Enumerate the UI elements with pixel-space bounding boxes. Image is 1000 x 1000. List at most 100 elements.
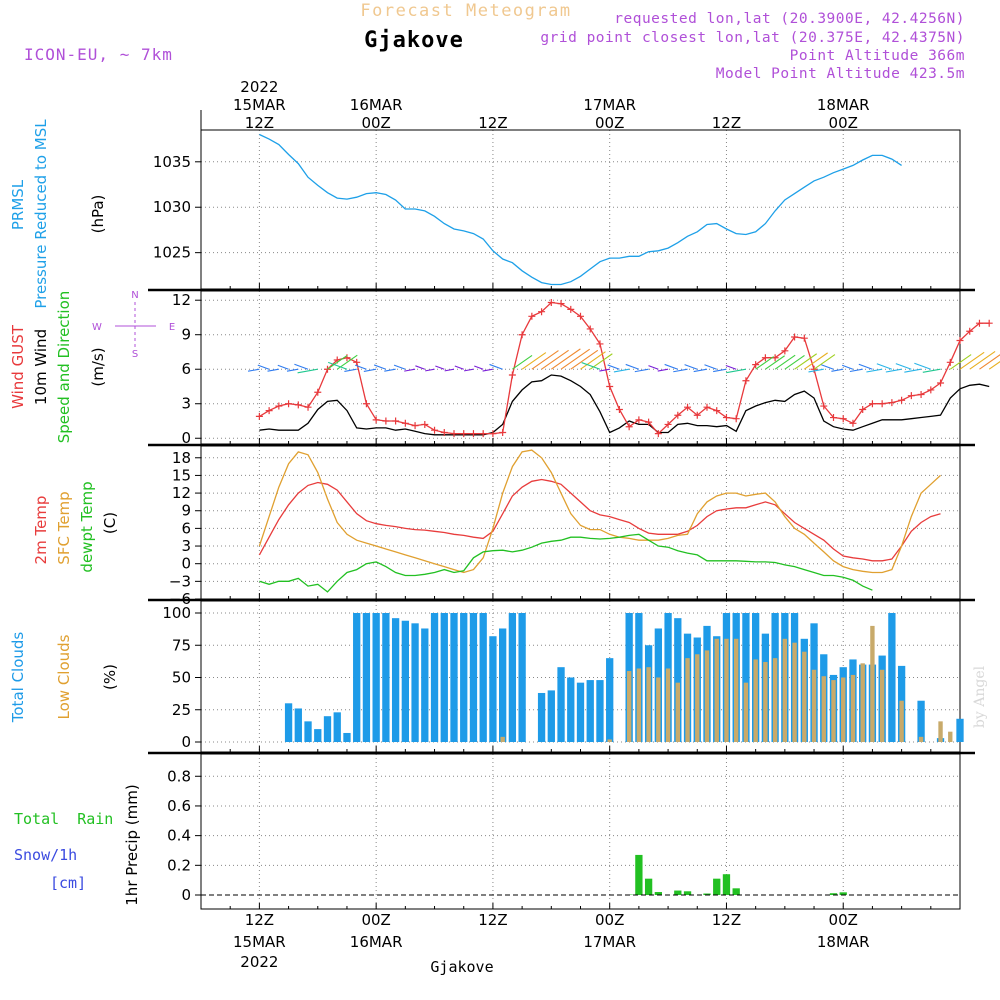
bottom-time-label: 12Z (712, 911, 741, 929)
total-cloud-bar (557, 667, 565, 742)
gust-marker (674, 411, 682, 419)
wind-direction-arrow (704, 364, 717, 370)
gust-marker (713, 407, 721, 415)
gust-marker (898, 396, 906, 404)
gust-marker (450, 430, 458, 438)
gust-marker (304, 403, 312, 411)
gust-marker (577, 312, 584, 320)
wind-direction-arrow (570, 349, 599, 370)
rain-bar (713, 878, 721, 895)
ytick-label: 15 (172, 466, 191, 484)
low-cloud-bar (636, 668, 642, 742)
rain-bar (644, 878, 653, 895)
low-cloud-bar (802, 651, 807, 742)
ytick-label: 9 (181, 326, 191, 344)
wind-direction-arrow (794, 353, 818, 370)
low-cloud-bar (879, 669, 885, 742)
rain-bar (703, 893, 711, 895)
wind-direction-arrow (435, 365, 445, 370)
total-cloud-bar (888, 613, 896, 742)
wind-direction-arrow (625, 363, 640, 370)
total-cloud-bar (479, 613, 487, 742)
wind-direction-arrow (277, 364, 289, 370)
total-cloud-bar (372, 613, 380, 742)
ytick-label: 1035 (153, 153, 191, 171)
top-time-label: 12Z (245, 114, 274, 132)
wind-direction-arrow (294, 363, 309, 370)
wind-direction-arrow (464, 368, 474, 372)
gust-marker (362, 400, 370, 408)
wind-direction-arrow (267, 368, 279, 372)
meteogram-subtitle: Forecast Meteogram (360, 1, 571, 21)
gust-marker (508, 371, 516, 379)
total-cloud-bar (382, 613, 390, 742)
wind-direction-arrow (922, 368, 941, 373)
precip-label-1: Total Rain (14, 810, 113, 828)
gust-marker (742, 377, 750, 385)
gust-marker (586, 325, 594, 333)
ytick-label: 100 (162, 604, 191, 622)
low-cloud-bar (646, 667, 651, 742)
wind-direction-arrow (803, 352, 828, 370)
dewpt-line (259, 533, 873, 593)
gust-marker (946, 358, 954, 366)
gust-marker (606, 382, 614, 390)
pressure-unit: (hPa) (89, 195, 107, 234)
panel-4: 0 0.2 0.4 0.6 0.8 (167, 753, 961, 910)
low-cloud-bar (607, 739, 612, 742)
ytick-label: 6 (181, 519, 191, 537)
gust-marker (985, 319, 993, 327)
bottom-time-label: 2022 (240, 953, 278, 971)
total-cloud-bar (576, 682, 585, 742)
total-cloud-bar (547, 690, 555, 742)
low-cloud-bar (675, 682, 680, 742)
gust-marker (460, 430, 468, 438)
gust-marker (528, 312, 536, 320)
low-cloud-bar (724, 638, 729, 742)
ytick-label: 1025 (153, 244, 191, 262)
gust-marker (645, 418, 653, 426)
wind-direction-arrow (885, 368, 902, 373)
ytick-label: 0 (181, 555, 191, 573)
wind-direction-arrow (425, 368, 435, 372)
wind-direction-arrow (521, 352, 547, 370)
wind-speed-line (259, 374, 990, 436)
total-cloud-bar (304, 721, 312, 742)
wind-direction-arrow (664, 363, 678, 370)
gust-marker (635, 416, 643, 424)
gust-marker (479, 430, 487, 438)
wind-direction-arrow (774, 354, 796, 370)
gust-marker (625, 423, 633, 431)
gust-marker (664, 420, 672, 428)
gust-marker (975, 319, 983, 327)
ytick-label: 9 (181, 502, 191, 520)
rain-bar (829, 893, 838, 895)
wind-direction-arrow (841, 364, 854, 370)
ytick-label: 6 (181, 360, 191, 378)
panel-1: 0 3 6 9 12 (172, 290, 961, 447)
requested-coords: requested lon,lat (20.3900E, 42.4256N) (614, 11, 965, 27)
wind-direction-arrow (354, 364, 367, 370)
ytick-label: 1030 (153, 198, 191, 216)
model-name: ICON-EU, ~ 7km (24, 45, 173, 64)
gust-marker (732, 415, 740, 423)
gust-marker (888, 399, 896, 407)
compass-w: W (92, 322, 102, 333)
temp-label-1: 2m Temp (32, 496, 50, 565)
low-cloud-bar (850, 674, 856, 742)
ytick-label: 0.4 (167, 827, 191, 845)
total-cloud-bar (284, 703, 293, 742)
low-cloud-bar (665, 668, 671, 742)
temp-label-2: SFC Temp (55, 491, 73, 564)
ytick-label: 0 (181, 886, 191, 904)
gust-marker (440, 428, 448, 436)
rain-bar (722, 874, 731, 895)
low-cloud-bar (656, 677, 661, 742)
low-cloud-bar (714, 638, 719, 742)
gust-marker (956, 336, 964, 344)
ytick-label: 0 (181, 429, 191, 447)
low-cloud-bar (899, 700, 904, 742)
wind-label-3: Speed and Direction (55, 291, 73, 444)
wind-label-2: 10m Wind (32, 329, 50, 405)
